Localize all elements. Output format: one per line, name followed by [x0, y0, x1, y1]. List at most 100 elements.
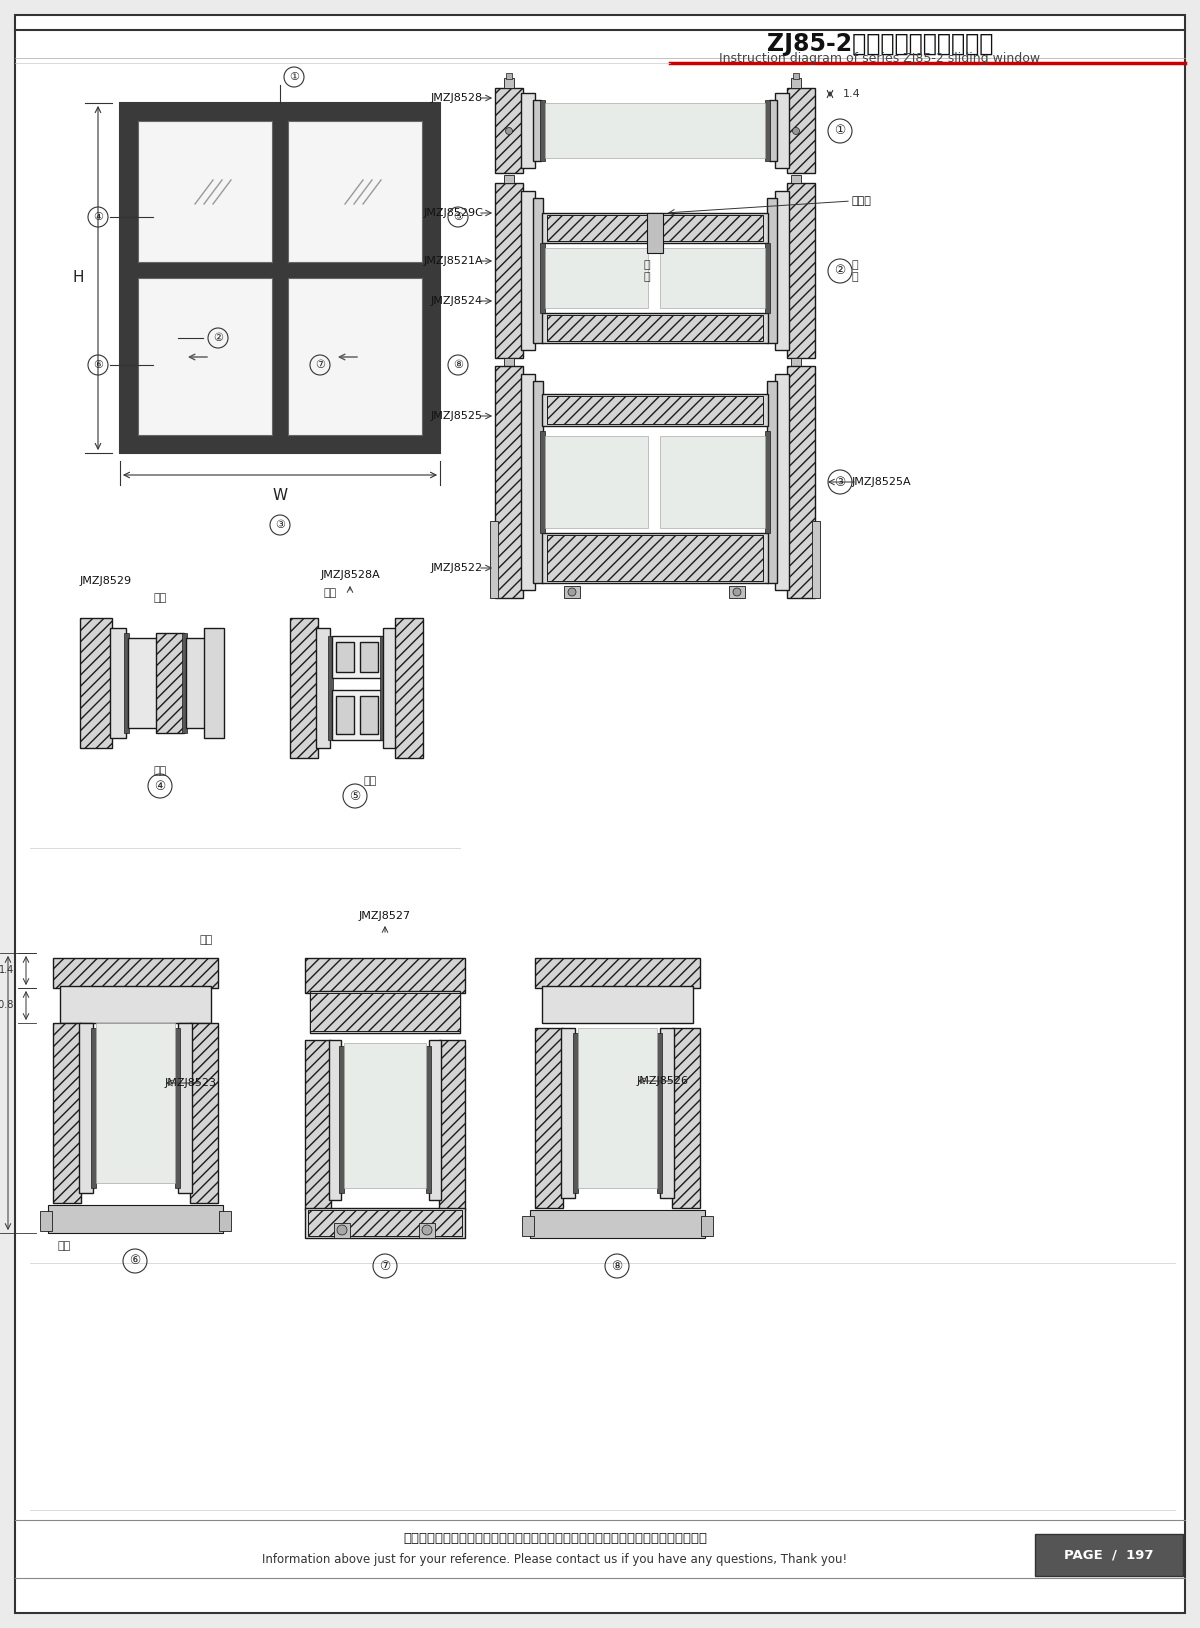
Bar: [574, 1034, 578, 1193]
Text: 室
外: 室 外: [852, 260, 859, 282]
Text: JMZJ8521A: JMZJ8521A: [424, 256, 482, 265]
Text: JMZJ8523: JMZJ8523: [166, 1078, 217, 1088]
Bar: [542, 213, 768, 243]
Bar: [766, 431, 770, 532]
Bar: [120, 262, 440, 278]
Bar: [336, 697, 354, 734]
Bar: [380, 637, 385, 741]
Bar: [340, 1047, 344, 1193]
Bar: [547, 314, 763, 340]
Bar: [1034, 1534, 1183, 1576]
Bar: [53, 1022, 82, 1203]
Bar: [787, 366, 815, 597]
Bar: [120, 103, 138, 453]
Bar: [775, 190, 790, 350]
Bar: [506, 73, 512, 80]
Text: ④: ④: [94, 212, 103, 221]
Bar: [730, 586, 745, 597]
Bar: [332, 637, 382, 677]
Bar: [542, 532, 768, 583]
Bar: [535, 1027, 563, 1208]
Circle shape: [422, 1224, 432, 1236]
Bar: [660, 1027, 674, 1198]
Bar: [220, 1211, 230, 1231]
Circle shape: [505, 127, 512, 135]
Bar: [522, 1216, 534, 1236]
Text: 1.4: 1.4: [0, 965, 14, 975]
Bar: [439, 1040, 466, 1210]
Text: JMZJ8522: JMZJ8522: [431, 563, 482, 573]
Bar: [120, 103, 440, 120]
Bar: [787, 182, 815, 358]
Bar: [120, 435, 440, 453]
Bar: [182, 633, 187, 733]
Bar: [547, 536, 763, 581]
Text: ⑧: ⑧: [454, 360, 463, 370]
Text: 室外: 室外: [364, 777, 377, 786]
Bar: [120, 103, 440, 453]
Circle shape: [792, 127, 799, 135]
Bar: [91, 1027, 96, 1188]
Bar: [60, 987, 211, 1022]
Text: ⑥: ⑥: [130, 1255, 140, 1268]
Text: ⑦: ⑦: [379, 1260, 391, 1273]
Bar: [290, 619, 318, 759]
Bar: [660, 247, 766, 308]
Bar: [305, 1208, 466, 1237]
Text: ⑦: ⑦: [314, 360, 325, 370]
Text: 图中所示型材截面、装配、编号、尺寸及重量仅供参考。如有疑问，请向本公司查询。: 图中所示型材截面、装配、编号、尺寸及重量仅供参考。如有疑问，请向本公司查询。: [403, 1532, 707, 1545]
Bar: [564, 586, 580, 597]
Bar: [660, 436, 766, 527]
Text: ⑧: ⑧: [611, 1260, 623, 1273]
Text: PAGE  /  197: PAGE / 197: [1064, 1548, 1153, 1561]
Text: 室外: 室外: [154, 767, 167, 777]
Bar: [80, 619, 112, 747]
Text: ①: ①: [834, 124, 846, 137]
Text: 1.4: 1.4: [842, 90, 860, 99]
Bar: [316, 628, 330, 747]
Bar: [547, 396, 763, 423]
Bar: [504, 358, 514, 366]
Circle shape: [568, 588, 576, 596]
Bar: [128, 638, 158, 728]
Bar: [766, 243, 770, 313]
Text: W: W: [272, 487, 288, 503]
Bar: [430, 1040, 442, 1200]
Bar: [672, 1027, 700, 1208]
Bar: [545, 247, 648, 308]
Text: ④: ④: [155, 780, 166, 793]
Bar: [791, 78, 802, 88]
Text: 室
内: 室 内: [643, 260, 650, 282]
Bar: [383, 628, 397, 747]
Bar: [336, 641, 354, 672]
Bar: [496, 88, 523, 173]
Bar: [272, 103, 288, 453]
Bar: [419, 1223, 436, 1237]
Bar: [360, 641, 378, 672]
Bar: [48, 1205, 223, 1232]
Bar: [578, 1027, 658, 1188]
Bar: [658, 1034, 662, 1193]
Bar: [395, 619, 424, 759]
Bar: [178, 1022, 192, 1193]
Text: JMZJ8527: JMZJ8527: [359, 912, 412, 921]
Bar: [769, 99, 778, 161]
Bar: [96, 1022, 175, 1184]
Bar: [496, 182, 523, 358]
Bar: [542, 987, 694, 1022]
Bar: [156, 633, 184, 733]
Bar: [540, 243, 545, 313]
Bar: [521, 374, 535, 589]
Text: 10.8: 10.8: [0, 1000, 14, 1009]
Bar: [79, 1022, 94, 1193]
Bar: [766, 99, 770, 161]
Text: 室外: 室外: [58, 1241, 71, 1250]
Bar: [204, 628, 224, 737]
Bar: [647, 213, 662, 252]
Text: 室内: 室内: [199, 934, 214, 944]
Bar: [533, 199, 542, 344]
Bar: [110, 628, 126, 737]
Bar: [701, 1216, 713, 1236]
Bar: [767, 381, 778, 583]
Circle shape: [337, 1224, 347, 1236]
